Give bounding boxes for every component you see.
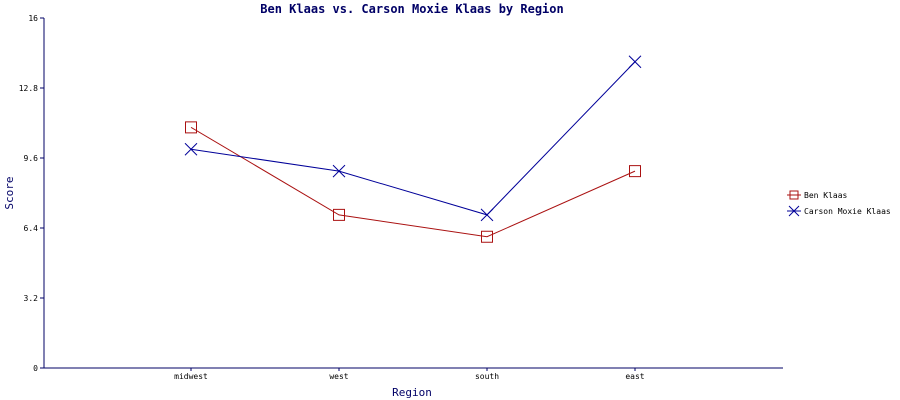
x-axis-label: Region (392, 386, 432, 399)
x-ticks: midwest west south east (174, 368, 645, 381)
legend-marker-square (789, 190, 799, 200)
chart-title: Ben Klaas vs. Carson Moxie Klaas by Regi… (260, 2, 563, 16)
y-tick-label: 0 (33, 364, 38, 373)
data-point-square (481, 230, 493, 243)
y-tick-label: 16 (28, 14, 38, 23)
y-tick-label: 3.2 (24, 294, 39, 303)
y-tick-label: 6.4 (24, 224, 39, 233)
y-ticks: 0 3.2 6.4 9.6 12.8 16 (19, 14, 44, 373)
y-tick-label: 9.6 (24, 154, 39, 163)
legend-item: Ben Klaas (787, 190, 848, 200)
x-tick-label: east (625, 372, 644, 381)
series-0 (185, 121, 641, 243)
data-point-square (185, 121, 197, 134)
data-point-x (628, 55, 642, 69)
data-point-x (332, 164, 346, 178)
series-line (190, 61, 636, 216)
data-point-square (333, 208, 345, 221)
legend: Ben Klaas Carson Moxie Klaas (787, 190, 891, 217)
legend-item: Carson Moxie Klaas (787, 205, 891, 217)
y-axis-label: Score (3, 176, 16, 209)
legend-label: Carson Moxie Klaas (804, 207, 891, 216)
series-layer (184, 55, 642, 243)
data-point-square (629, 165, 641, 178)
legend-label: Ben Klaas (804, 191, 848, 200)
x-tick-label: south (475, 372, 499, 381)
y-tick-label: 12.8 (19, 84, 38, 93)
series-1 (184, 55, 642, 222)
series-line (190, 126, 636, 238)
data-point-x (480, 208, 494, 222)
legend-marker-x (788, 205, 800, 217)
x-tick-label: midwest (174, 372, 208, 381)
data-point-x (184, 142, 198, 156)
x-tick-label: west (329, 372, 348, 381)
axes (43, 18, 783, 369)
